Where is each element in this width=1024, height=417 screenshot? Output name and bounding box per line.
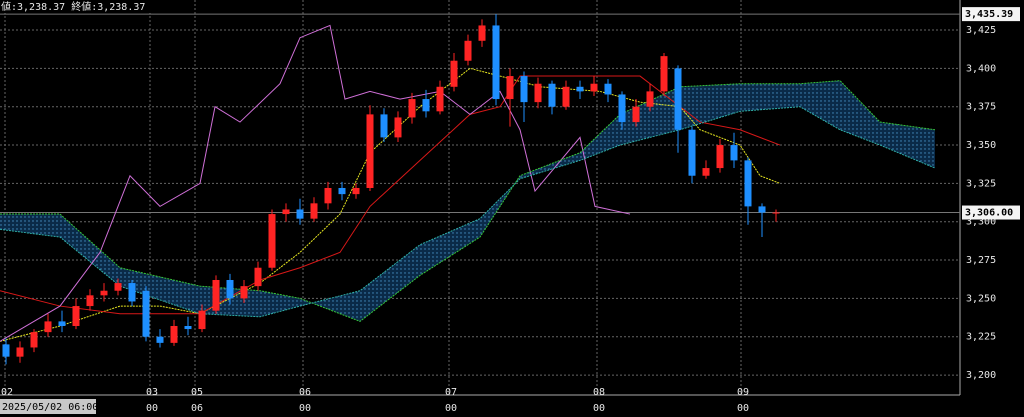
candle-body bbox=[198, 310, 206, 330]
x-tick-label: 05 bbox=[191, 387, 203, 398]
candle-body bbox=[30, 332, 38, 348]
candle-body bbox=[562, 86, 570, 107]
y-tick-label: 3,225 bbox=[966, 332, 996, 343]
indicator-line bbox=[0, 24, 631, 342]
candle-body bbox=[660, 56, 668, 92]
y-tick-label: 3,375 bbox=[966, 102, 996, 113]
candle-body bbox=[674, 68, 682, 130]
x-tick-label: 03 bbox=[146, 387, 158, 398]
candle-body bbox=[590, 83, 598, 92]
candle-body bbox=[44, 321, 52, 333]
x-tick-label: 09 bbox=[737, 387, 749, 398]
candle-body bbox=[422, 99, 430, 112]
candle-body bbox=[604, 83, 612, 95]
candle-body bbox=[772, 212, 780, 214]
candle-body bbox=[548, 83, 556, 107]
candle-body bbox=[436, 86, 444, 112]
candle-body bbox=[86, 295, 94, 307]
indicator-line bbox=[0, 80, 936, 322]
candle-body bbox=[114, 283, 122, 291]
price-label: 3,306.00 bbox=[965, 208, 1013, 219]
candle-body bbox=[324, 187, 332, 204]
y-tick-label: 3,400 bbox=[966, 63, 996, 74]
price-box bbox=[962, 205, 1020, 220]
candle-body bbox=[2, 344, 10, 357]
cursor-label: 2025/05/02 06:00 bbox=[2, 402, 98, 413]
candle-body bbox=[240, 286, 248, 299]
header-bg bbox=[0, 0, 160, 13]
candle-body bbox=[58, 321, 66, 326]
candle-body bbox=[296, 209, 304, 219]
x-tick-label: 08 bbox=[593, 387, 605, 398]
candle-body bbox=[744, 160, 752, 207]
x-tick-sublabel: 00 bbox=[737, 403, 749, 414]
candle-body bbox=[254, 267, 262, 287]
x-tick-sublabel: 00 bbox=[593, 403, 605, 414]
candle-body bbox=[72, 306, 80, 326]
candle-body bbox=[534, 83, 542, 103]
candle-body bbox=[142, 290, 150, 337]
indicator-line bbox=[0, 75, 781, 315]
y-tick-label: 3,250 bbox=[966, 293, 996, 304]
x-tick-sublabel: 00 bbox=[445, 403, 457, 414]
candle-body bbox=[170, 325, 178, 343]
candle-body bbox=[394, 117, 402, 138]
candle-body bbox=[492, 25, 500, 100]
candle-body bbox=[618, 94, 626, 123]
price-label: 3,435.39 bbox=[965, 9, 1013, 20]
candle-body bbox=[758, 206, 766, 213]
candle-body bbox=[100, 290, 108, 296]
cursor-box bbox=[0, 399, 96, 414]
candle-body bbox=[646, 91, 654, 107]
candle-body bbox=[366, 114, 374, 188]
candle-body bbox=[716, 145, 724, 169]
y-tick-label: 3,275 bbox=[966, 255, 996, 266]
candle-body bbox=[156, 336, 164, 343]
candle-body bbox=[380, 114, 388, 138]
candle-body bbox=[688, 129, 696, 176]
candle-body bbox=[506, 76, 514, 100]
candle-body bbox=[576, 86, 584, 92]
x-tick-sublabel: 00 bbox=[146, 403, 158, 414]
price-box bbox=[962, 7, 1020, 22]
y-tick-label: 3,425 bbox=[966, 25, 996, 36]
candle-body bbox=[226, 279, 234, 299]
x-tick-label: 02 bbox=[1, 387, 13, 398]
candle-body bbox=[408, 99, 416, 118]
candle-body bbox=[184, 325, 192, 330]
candle-body bbox=[520, 76, 528, 103]
y-tick-label: 3,350 bbox=[966, 140, 996, 151]
y-tick-label: 3,300 bbox=[966, 217, 996, 228]
candle-body bbox=[282, 209, 290, 215]
candle-body bbox=[212, 279, 220, 311]
candle-body bbox=[310, 203, 318, 219]
candle-body bbox=[450, 60, 458, 87]
y-tick-label: 3,200 bbox=[966, 370, 996, 381]
indicator-line bbox=[0, 106, 936, 318]
cloud bbox=[0, 80, 935, 322]
candle-body bbox=[352, 187, 360, 195]
x-tick-sublabel: 00 bbox=[299, 403, 311, 414]
header: 値:3,238.37 終値:3,238.37 bbox=[1, 0, 145, 13]
x-tick-label: 06 bbox=[299, 387, 311, 398]
candle-body bbox=[730, 145, 738, 161]
candle-body bbox=[632, 106, 640, 123]
candle-body bbox=[478, 25, 486, 41]
candle-body bbox=[16, 347, 24, 357]
y-tick-label: 3,325 bbox=[966, 178, 996, 189]
candle-body bbox=[268, 214, 276, 268]
candle-body bbox=[464, 40, 472, 61]
candle-body bbox=[128, 283, 136, 302]
candle-body bbox=[702, 168, 710, 176]
x-tick-sublabel: 06 bbox=[191, 403, 203, 414]
x-tick-label: 07 bbox=[445, 387, 457, 398]
indicator-line bbox=[0, 67, 781, 342]
candle-body bbox=[338, 187, 346, 195]
